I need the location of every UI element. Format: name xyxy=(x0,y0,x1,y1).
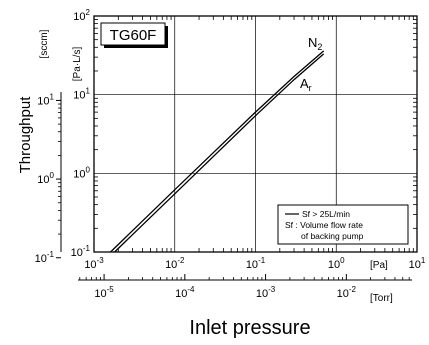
y2-tick-label-exponent: -1 xyxy=(47,250,55,259)
y2-tick-label-exponent: 0 xyxy=(50,171,55,180)
series-label-n2-sub: 2 xyxy=(317,42,322,52)
minor-ticks xyxy=(94,16,417,252)
x-tick-label-exponent: 0 xyxy=(340,256,345,265)
x-tick-label-exponent: 1 xyxy=(421,256,426,265)
y-unit-primary: [Pa·L/s] xyxy=(72,47,83,82)
y-tick-label: 100 xyxy=(73,165,90,180)
y2-tick-label: 10-1 xyxy=(35,250,55,265)
x-tick-label-exponent: -3 xyxy=(97,256,105,265)
series-label-n2: N2 xyxy=(308,35,322,52)
x-tick-label-mantissa: 10 xyxy=(246,259,258,271)
y2-tick-label-mantissa: 10 xyxy=(35,253,47,265)
x2-tick-label: 10-5 xyxy=(94,285,114,300)
y-tick-label-exponent: 1 xyxy=(86,87,91,96)
series-line-ar xyxy=(110,50,325,253)
x2-tick-label-mantissa: 10 xyxy=(256,288,268,300)
x-tick-label: 101 xyxy=(409,256,426,271)
y-tick-label-mantissa: 10 xyxy=(73,11,85,23)
y-tick-label: 10-1 xyxy=(71,244,91,259)
x2-tick-label: 10-2 xyxy=(337,285,357,300)
x-tick-label-mantissa: 10 xyxy=(165,259,177,271)
x2-tick-label-exponent: -2 xyxy=(349,285,357,294)
x-tick-label: 10-3 xyxy=(84,256,104,271)
x2-tick-label-exponent: -3 xyxy=(268,285,276,294)
series-label-ar-sub: r xyxy=(309,83,312,93)
series-line-n2 xyxy=(114,53,325,253)
plot-frame xyxy=(93,15,418,253)
x-tick-label: 10-1 xyxy=(246,256,266,271)
y-tick-label-exponent: 0 xyxy=(86,165,91,174)
x2-tick-label-mantissa: 10 xyxy=(337,288,349,300)
legend-box xyxy=(277,204,409,245)
y-unit-secondary: [sccm] xyxy=(39,29,50,58)
x-unit-pa: [Pa] xyxy=(370,260,388,271)
series-label-ar-main: A xyxy=(300,76,309,91)
y-tick-label-exponent: -1 xyxy=(83,244,91,253)
y-tick-label: 101 xyxy=(73,87,90,102)
x-tick-label-exponent: -2 xyxy=(177,256,185,265)
x2-tick-label: 10-3 xyxy=(256,285,276,300)
x2-ticks xyxy=(79,274,410,280)
x2-tick-label: 10-4 xyxy=(175,285,195,300)
y-tick-label-mantissa: 10 xyxy=(73,90,85,102)
y-tick-label-exponent: 2 xyxy=(86,8,91,17)
legend-note-2: of backing pump xyxy=(301,231,364,241)
y-tick-label: 102 xyxy=(73,8,90,23)
x-tick-label-mantissa: 10 xyxy=(409,259,421,271)
x2-tick-label-exponent: -5 xyxy=(107,285,115,294)
y2-tick-label: 100 xyxy=(37,171,54,186)
x-tick-labels: 10-3 10-2 10-1 100 101 xyxy=(84,256,426,271)
y2-tick-label-mantissa: 10 xyxy=(37,174,49,186)
x-tick-label-mantissa: 10 xyxy=(84,259,96,271)
model-box xyxy=(100,22,166,46)
x2-tick-labels: 10-5 10-4 10-3 10-2 xyxy=(94,285,356,300)
series-label-ar: Ar xyxy=(300,76,312,93)
x2-tick-label-mantissa: 10 xyxy=(175,288,187,300)
x-tick-label-mantissa: 10 xyxy=(328,259,340,271)
y2-tick-label: 101 xyxy=(37,92,54,107)
x-tick-label-exponent: -1 xyxy=(258,256,266,265)
y2-tick-label-exponent: 1 xyxy=(50,92,55,101)
series-label-n2-main: N xyxy=(308,35,317,50)
legend-line-label: Sf > 25L/min xyxy=(302,209,350,219)
x-tick-label: 100 xyxy=(328,256,345,271)
legend-note-1: Sf : Volume flow rate xyxy=(285,220,363,230)
series-group xyxy=(110,50,325,253)
model-box-title: TG60F xyxy=(110,27,157,44)
y-tick-label-mantissa: 10 xyxy=(71,247,83,259)
x2-tick-label-exponent: -4 xyxy=(187,285,195,294)
x2-unit-torr: [Torr] xyxy=(370,293,393,304)
y2-tick-label-mantissa: 10 xyxy=(37,95,49,107)
y2-ticks xyxy=(56,99,61,259)
y-tick-label-mantissa: 10 xyxy=(73,168,85,180)
x-tick-label: 10-2 xyxy=(165,256,185,271)
x-axis-title: Inlet pressure xyxy=(189,317,310,339)
x2-tick-label-mantissa: 10 xyxy=(94,288,106,300)
y-axis-title: Throughput xyxy=(17,96,34,174)
